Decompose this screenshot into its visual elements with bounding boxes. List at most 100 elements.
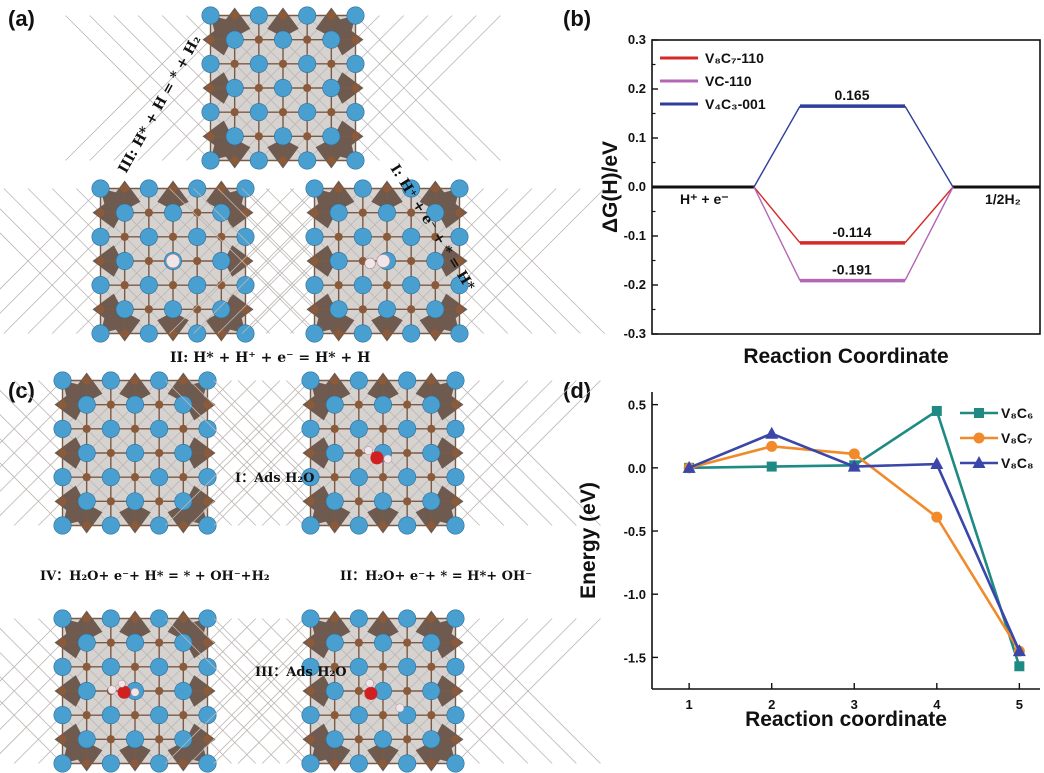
vanadium-atom (78, 396, 95, 413)
vanadium-atom (199, 610, 216, 627)
vanadium-atom (398, 610, 415, 627)
vanadium-atom (150, 420, 167, 437)
vanadium-atom (54, 706, 71, 723)
chart-d-series-line-1 (689, 446, 1019, 651)
carbon-atom (241, 257, 249, 265)
carbon-atom (83, 663, 91, 671)
vanadium-atom (398, 372, 415, 389)
vanadium-atom (354, 325, 371, 342)
vanadium-atom (78, 493, 95, 510)
carbon-atom (351, 132, 359, 140)
chart-d-xlabel: Reaction coordinate (745, 708, 947, 731)
vanadium-atom (350, 517, 367, 534)
vanadium-atom (326, 634, 343, 651)
carbon-atom (193, 209, 201, 217)
carbon-atom (379, 614, 387, 622)
carbon-atom (379, 759, 387, 767)
carbon-atom (83, 376, 91, 384)
vanadium-atom (350, 706, 367, 723)
vanadium-atom (164, 301, 181, 318)
carbon-atom (83, 759, 91, 767)
vanadium-atom (188, 276, 205, 293)
chart-b-xlabel: Reaction Coordinate (743, 345, 948, 368)
carbon-atom (155, 687, 163, 695)
hydrogen-atom (364, 446, 372, 454)
panel-c-step-II: II：H₂O+ e⁻+ * = H*+ OH⁻ (340, 569, 532, 584)
vanadium-atom (447, 755, 464, 772)
vanadium-atom (447, 468, 464, 485)
carbon-atom (231, 156, 239, 164)
carbon-atom (169, 233, 177, 241)
carbon-atom (331, 376, 339, 384)
carbon-atom (217, 329, 225, 337)
chart-b-ytick-label: 0.1 (628, 130, 646, 145)
vc-lattice (0, 610, 353, 772)
carbon-atom (451, 687, 459, 695)
carbon-atom (241, 209, 249, 217)
hydrogen-atom (118, 680, 125, 687)
hydrogen-atom (366, 679, 374, 687)
carbon-atom (335, 281, 343, 289)
vanadium-atom (326, 444, 343, 461)
chart-b-ylabel: ΔG(H)/eV (599, 141, 622, 233)
vanadium-atom (378, 204, 395, 221)
vanadium-atom (92, 325, 109, 342)
vanadium-atom (447, 517, 464, 534)
carbon-atom (383, 184, 391, 192)
carbon-atom (331, 425, 339, 433)
vanadium-atom (302, 517, 319, 534)
vanadium-atom (374, 493, 391, 510)
vanadium-atom (92, 276, 109, 293)
vanadium-atom (126, 731, 143, 748)
vanadium-atom (250, 55, 267, 72)
vc-lattice (166, 610, 601, 772)
carbon-atom (169, 184, 177, 192)
carbon-atom (83, 711, 91, 719)
vanadium-atom (150, 706, 167, 723)
vanadium-atom (423, 731, 440, 748)
carbon-atom (303, 132, 311, 140)
vanadium-atom (54, 372, 71, 389)
vanadium-atom (78, 682, 95, 699)
vanadium-atom (250, 103, 267, 120)
chart-d-point (767, 462, 777, 472)
carbon-atom (179, 711, 187, 719)
carbon-atom (179, 473, 187, 481)
carbon-atom (455, 209, 463, 217)
vanadium-atom (102, 517, 119, 534)
carbon-atom (327, 156, 335, 164)
carbon-atom (331, 473, 339, 481)
carbon-atom (407, 257, 415, 265)
carbon-atom (310, 257, 318, 265)
vanadium-atom (350, 610, 367, 627)
vanadium-atom (150, 517, 167, 534)
vanadium-atom (102, 420, 119, 437)
carbon-atom (403, 497, 411, 505)
vc-lattice (0, 372, 353, 534)
vanadium-atom (102, 706, 119, 723)
vanadium-atom (199, 372, 216, 389)
carbon-atom (455, 305, 463, 313)
carbon-atom (355, 497, 363, 505)
chart-b-end-label: 1/2H₂ (985, 191, 1021, 207)
carbon-atom (383, 233, 391, 241)
vanadium-atom (175, 444, 192, 461)
carbon-atom (331, 759, 339, 767)
carbon-atom (303, 36, 311, 44)
carbon-atom (179, 759, 187, 767)
carbon-atom (107, 449, 115, 457)
chart-d-ytick-label: 0.0 (628, 461, 646, 476)
chart-b-ytick-label: 0.3 (628, 32, 646, 47)
carbon-atom (279, 108, 287, 116)
vanadium-atom (350, 658, 367, 675)
carbon-atom (427, 425, 435, 433)
carbon-atom (279, 156, 287, 164)
carbon-atom (255, 36, 263, 44)
carbon-atom (58, 639, 66, 647)
carbon-atom (145, 257, 153, 265)
vanadium-atom (102, 372, 119, 389)
oxygen-atom (118, 686, 131, 699)
carbon-atom (203, 639, 211, 647)
vanadium-atom (347, 152, 364, 169)
vanadium-atom (330, 252, 347, 269)
